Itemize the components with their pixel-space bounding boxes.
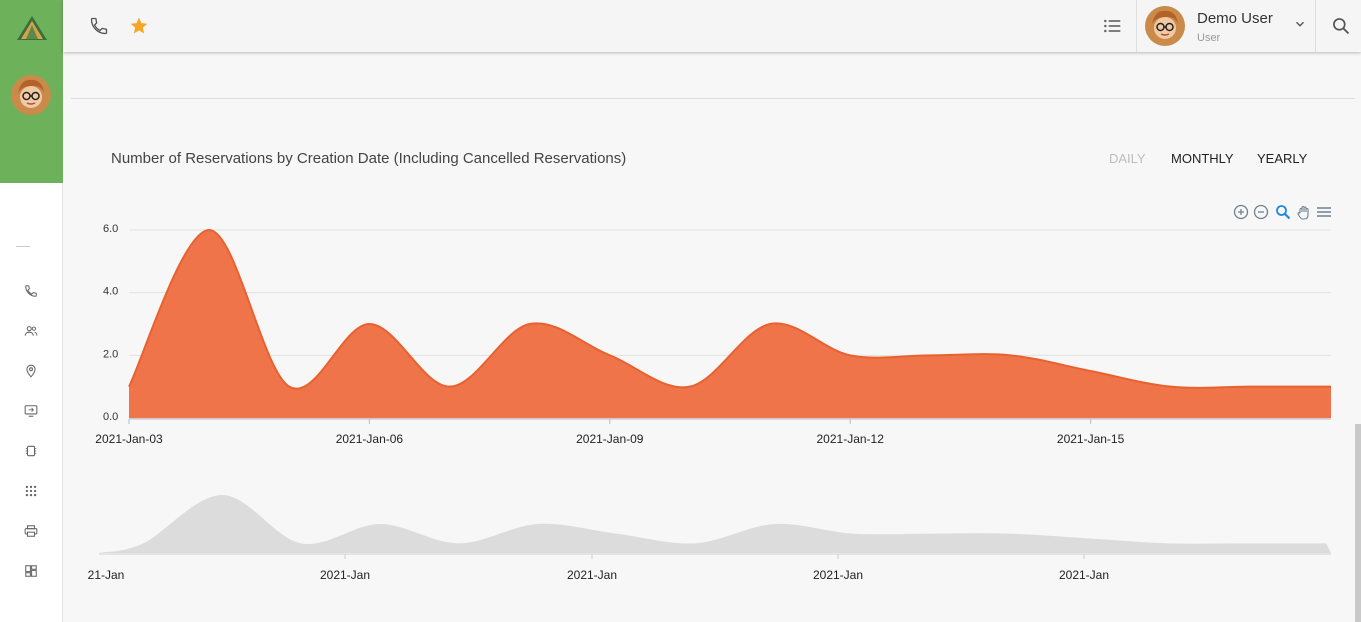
navigator-tick-label: 2021-Jan <box>813 568 863 582</box>
phone-icon[interactable] <box>22 282 40 300</box>
chevron-down-icon[interactable] <box>1293 17 1307 31</box>
navigator-tick-label: 2021-Jan <box>320 568 370 582</box>
x-tick-label: 2021-Jan-15 <box>1057 432 1125 446</box>
series-line <box>128 228 1331 390</box>
search-icon[interactable] <box>1329 14 1353 38</box>
vertical-scrollbar[interactable] <box>1355 424 1361 622</box>
y-tick-label: 6.0 <box>103 223 118 235</box>
phone-icon[interactable] <box>87 14 111 38</box>
top-bar: Demo User User <box>63 0 1361 52</box>
zoom-out-icon[interactable] <box>1253 204 1269 220</box>
navigator-tick-label: 21-Jan <box>88 568 125 582</box>
user-avatar[interactable] <box>1145 6 1185 46</box>
y-tick-label: 0.0 <box>103 411 118 423</box>
sidebar-avatar[interactable] <box>11 75 51 115</box>
sidebar-header <box>0 0 63 183</box>
sidebar <box>0 0 63 622</box>
magnifier-icon[interactable] <box>1275 204 1291 220</box>
grid-icon[interactable] <box>22 482 40 500</box>
series-area <box>129 230 1331 418</box>
zoom-in-icon[interactable] <box>1233 204 1249 220</box>
menu-icon[interactable] <box>1316 204 1332 220</box>
chart-title: Number of Reservations by Creation Date … <box>111 150 627 167</box>
content-divider <box>71 98 1355 99</box>
x-tick-label: 2021-Jan-03 <box>95 432 163 446</box>
tab-daily[interactable]: DAILY <box>1109 151 1146 166</box>
topbar-divider <box>1315 0 1316 52</box>
x-tick-label: 2021-Jan-12 <box>817 432 885 446</box>
topbar-divider <box>1136 0 1137 52</box>
tab-yearly[interactable]: YEARLY <box>1257 151 1308 166</box>
logo-icon[interactable] <box>16 15 48 41</box>
list-icon[interactable] <box>1100 14 1124 38</box>
y-tick-label: 2.0 <box>103 348 118 360</box>
navigator-area <box>99 495 1331 553</box>
location-icon[interactable] <box>22 362 40 380</box>
navigator-tick-label: 2021-Jan <box>1059 568 1109 582</box>
navigator-tick-label: 2021-Jan <box>567 568 617 582</box>
x-tick-label: 2021-Jan-06 <box>336 432 404 446</box>
printer-icon[interactable] <box>22 522 40 540</box>
user-role: User <box>1197 32 1221 44</box>
dashboard-icon[interactable] <box>22 562 40 580</box>
y-tick-label: 4.0 <box>103 286 118 298</box>
tab-monthly[interactable]: MONTHLY <box>1171 151 1234 166</box>
star-icon[interactable] <box>127 14 151 38</box>
x-tick-label: 2021-Jan-09 <box>576 432 644 446</box>
monitor-icon[interactable] <box>22 402 40 420</box>
user-name[interactable]: Demo User <box>1197 10 1273 27</box>
chip-icon[interactable] <box>22 442 40 460</box>
people-icon[interactable] <box>22 322 40 340</box>
sidebar-divider <box>16 246 30 247</box>
hand-pan-icon[interactable] <box>1296 204 1312 220</box>
